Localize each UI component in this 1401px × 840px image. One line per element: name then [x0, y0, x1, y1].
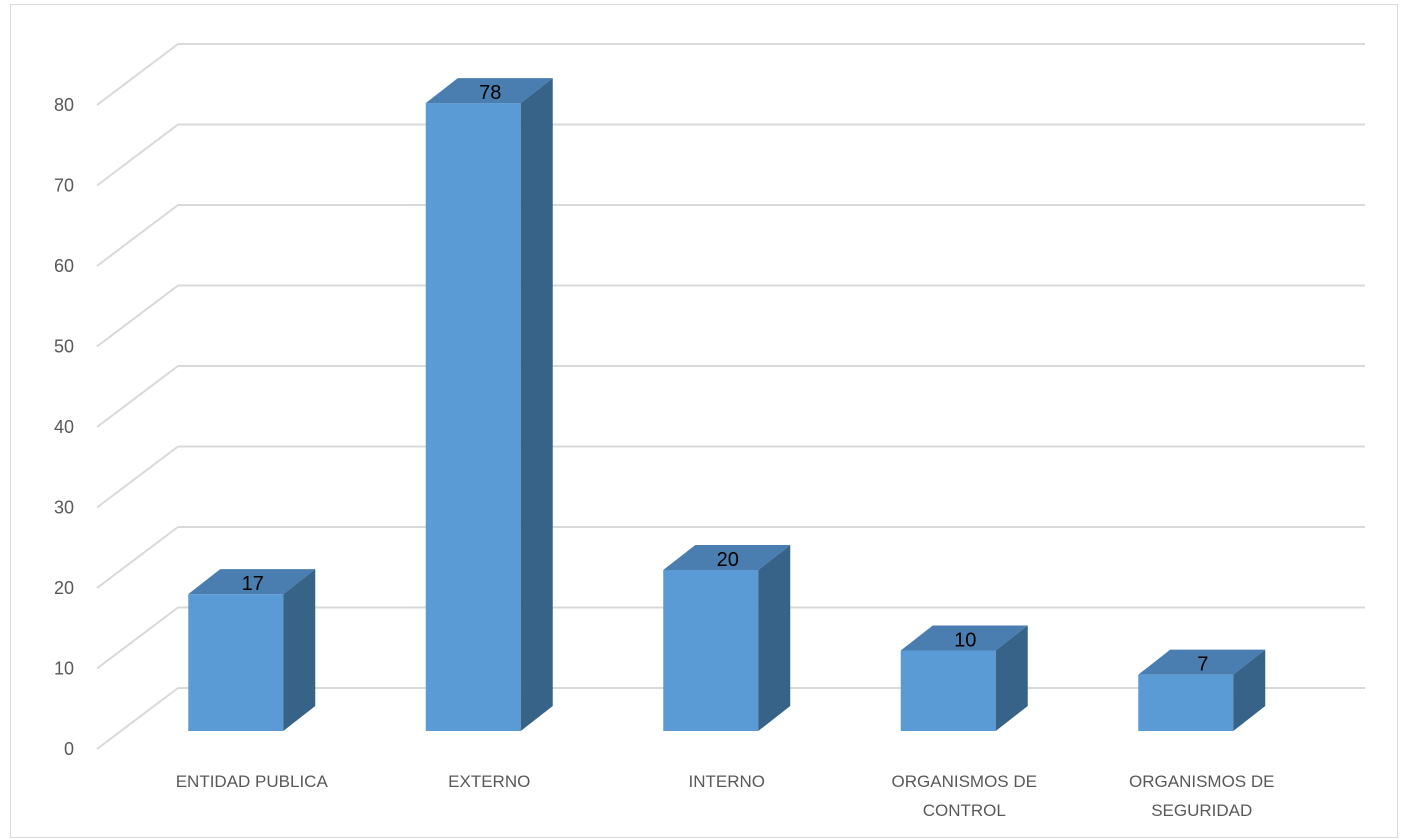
bar-top-face: [663, 545, 791, 570]
x-tick-label-line: CONTROL: [923, 801, 1006, 820]
data-label: 17: [242, 573, 264, 595]
bar: [900, 625, 1028, 731]
gridline-depth: [96, 687, 179, 750]
bar-front-face: [425, 103, 521, 732]
gridline-depth: [96, 204, 179, 267]
x-tick-label-line: INTERNO: [689, 772, 766, 791]
gridline-depth: [96, 365, 179, 428]
x-tick-label-line: ORGANISMOS DE: [892, 772, 1037, 791]
gridline-depth: [96, 445, 179, 509]
gridline-depth: [96, 526, 179, 589]
bar-side-face: [995, 625, 1028, 731]
x-tick-label-line: ENTIDAD PUBLICA: [176, 772, 329, 791]
gridline-depth: [96, 123, 179, 187]
x-tick-label: ORGANISMOS DE SEGURIDAD: [1129, 772, 1274, 820]
data-label: 10: [954, 630, 976, 652]
x-tick-label: ENTIDAD PUBLICA: [176, 772, 329, 791]
x-tick-label: ORGANISMOS DE CONTROL: [892, 772, 1037, 820]
y-tick-label: 50: [54, 337, 74, 357]
y-axis-tick-labels: 0 10 20 30 40 50 60 70 80: [54, 95, 74, 759]
chart-area: [10, 4, 1398, 838]
y-tick-label: 30: [54, 498, 74, 518]
x-tick-label-line: EXTERNO: [448, 772, 530, 791]
bar-side-face: [520, 78, 553, 732]
gridline-depth: [96, 284, 179, 348]
y-tick-label: 10: [54, 659, 74, 679]
bar-front-face: [188, 594, 284, 731]
data-labels: 17 78 20 10 7: [242, 82, 1209, 676]
gridline-depth: [96, 43, 179, 106]
bar-front-face: [900, 650, 996, 731]
y-tick-label: 60: [54, 256, 74, 276]
bar-top-face: [900, 625, 1028, 651]
y-tick-label: 80: [54, 95, 74, 115]
x-tick-label-line: SEGURIDAD: [1151, 801, 1252, 820]
y-tick-label: 70: [54, 176, 74, 196]
gridlines: [96, 43, 1365, 750]
x-tick-label: EXTERNO: [448, 772, 530, 791]
bar: [188, 569, 316, 731]
y-tick-label: 40: [54, 417, 74, 437]
data-label: 78: [479, 82, 501, 104]
y-tick-label: 20: [54, 578, 74, 598]
x-axis-category-labels: ENTIDAD PUBLICA EXTERNO INTERNO ORGANISMOS …: [176, 772, 1275, 820]
data-label: 20: [717, 549, 739, 571]
y-tick-label: 0: [64, 739, 74, 759]
bar-top-face: [1138, 649, 1266, 675]
gridline-depth: [96, 606, 179, 670]
bar-side-face: [758, 545, 791, 731]
data-label: 7: [1197, 654, 1208, 676]
bar-side-face: [1233, 649, 1266, 731]
bar: [425, 78, 553, 732]
bar-side-face: [283, 569, 316, 731]
bars: [188, 78, 1266, 732]
x-tick-label-line: ORGANISMOS DE: [1129, 772, 1274, 791]
bar: [663, 545, 791, 731]
bar: [1138, 649, 1266, 731]
bar-top-face: [425, 78, 553, 104]
bar-front-face: [1138, 674, 1234, 731]
x-tick-label: INTERNO: [689, 772, 766, 791]
bar-top-face: [188, 569, 316, 595]
bar-front-face: [663, 570, 759, 731]
